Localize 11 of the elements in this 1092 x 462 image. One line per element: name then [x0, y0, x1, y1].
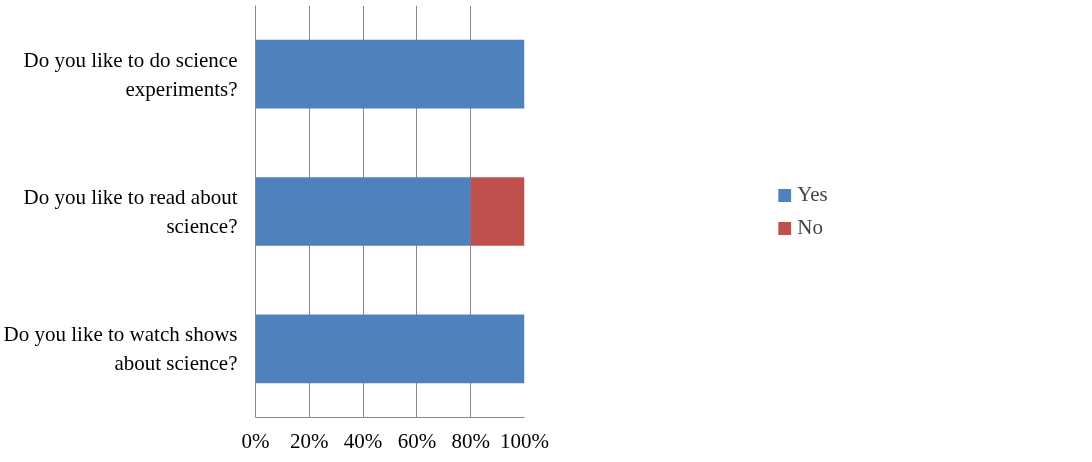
x-tick-label: 60%	[397, 428, 437, 453]
x-tick-label: 20%	[290, 428, 329, 453]
y-tick-label: Do you like to read about science?	[23, 185, 238, 238]
x-tick-label: 40%	[343, 428, 383, 453]
y-tick-label: Do you like to do science experiments?	[23, 47, 238, 101]
x-tick-label: 0%	[241, 428, 270, 453]
x-tick-label: 100%	[500, 428, 549, 453]
legend-label: No	[797, 215, 823, 240]
legend-label: Yes	[797, 182, 828, 207]
y-tick-label: Do you like to watch shows about science?	[3, 322, 238, 376]
x-tick-label: 80%	[451, 428, 490, 453]
